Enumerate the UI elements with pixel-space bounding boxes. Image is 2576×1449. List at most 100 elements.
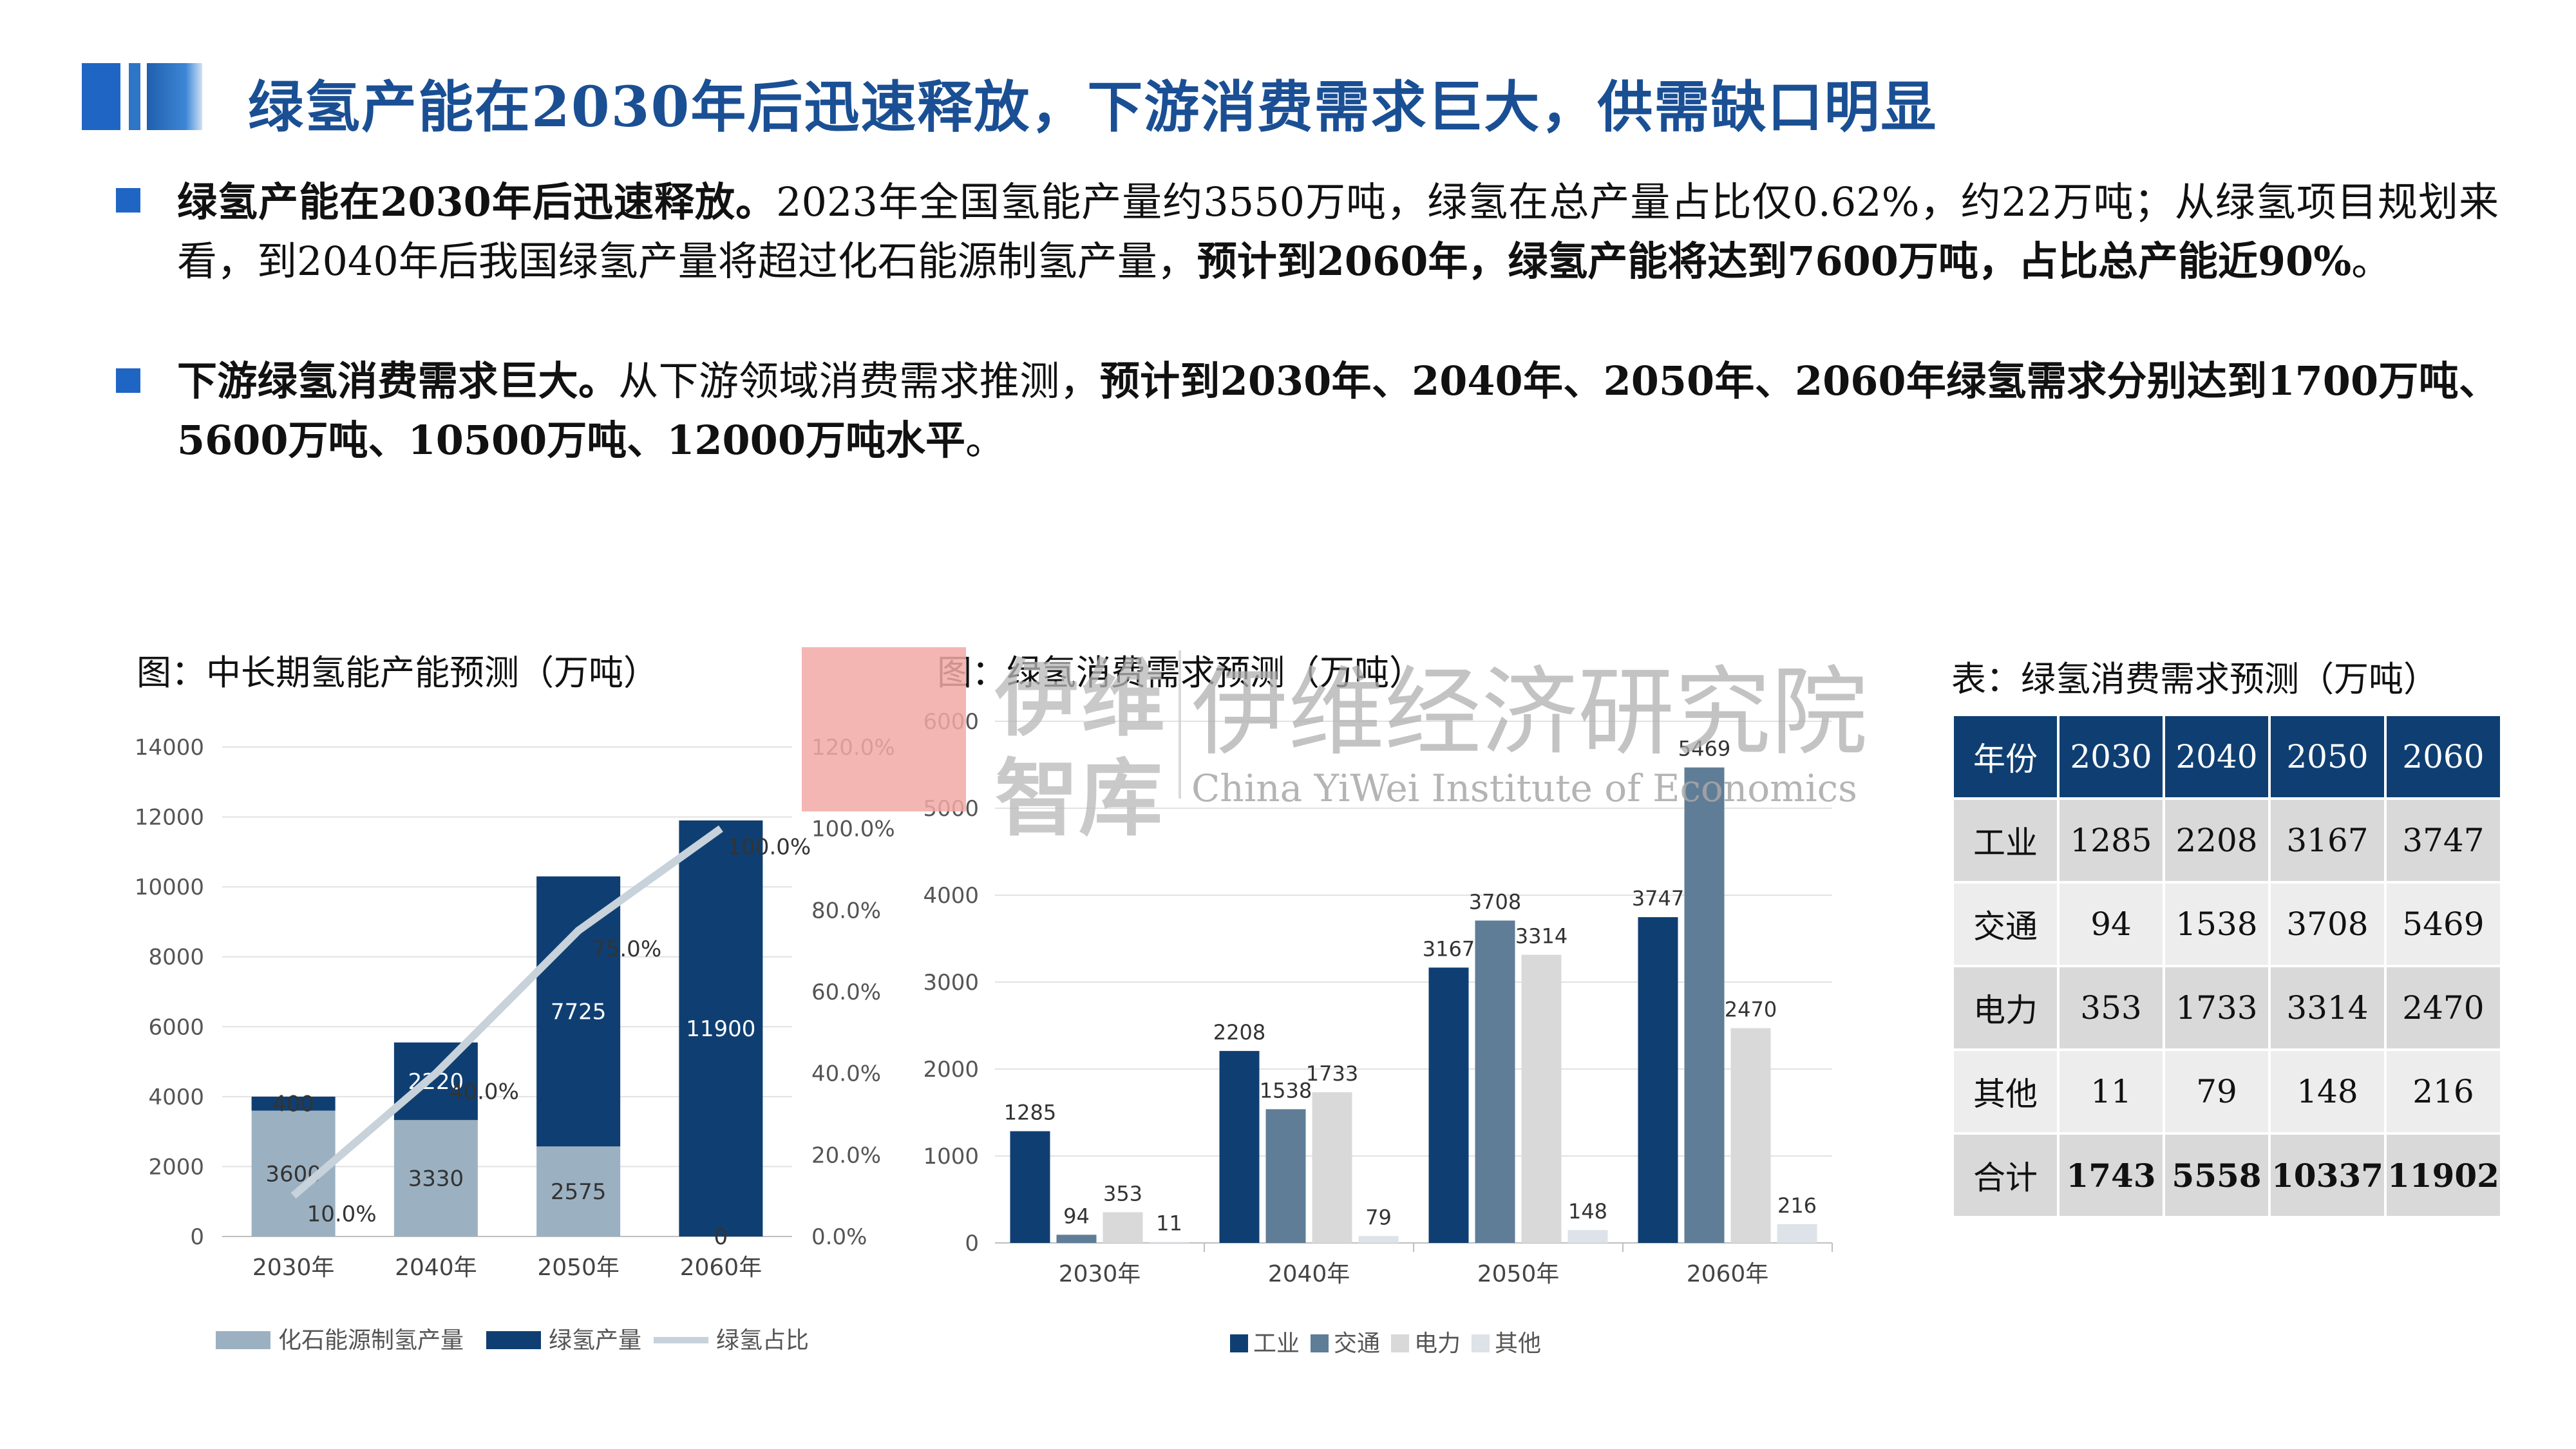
table-cell: 1538 xyxy=(2163,881,2271,967)
watermark-institute-en: China YiWei Institute of Economics xyxy=(1191,766,1857,810)
y-tick-label: 10000 xyxy=(135,875,204,900)
table-cell: 交通 xyxy=(1951,881,2060,967)
data-label: 5469 xyxy=(1678,737,1730,761)
y-tick-label: 0 xyxy=(965,1231,979,1256)
table-cell: 3314 xyxy=(2268,965,2387,1051)
table-cell: 216 xyxy=(2383,1048,2503,1135)
chart-1-title: 图：中长期氢能产能预测（万吨） xyxy=(137,652,658,693)
x-tick-label: 2040年 xyxy=(1268,1261,1350,1287)
x-tick-label: 2060年 xyxy=(680,1255,762,1281)
x-tick-label: 2030年 xyxy=(1059,1261,1141,1287)
bar-power xyxy=(1730,1028,1771,1243)
table-cell: 1743 xyxy=(2057,1132,2165,1218)
share-data-label: 10.0% xyxy=(307,1202,377,1227)
data-label: 94 xyxy=(1063,1204,1090,1228)
header-accent-block xyxy=(82,63,120,130)
legend-label: 工业 xyxy=(1253,1331,1300,1357)
bar-transport xyxy=(1475,920,1515,1243)
watermark-logo-text-bottom: 智库 xyxy=(995,750,1163,848)
demand-table: 年份 2030 2040 2050 2060 工业 1285 2208 3167… xyxy=(1951,714,2503,1218)
bar-fossil xyxy=(536,1146,621,1236)
data-label-fossil: 0 xyxy=(714,1224,728,1250)
legend-swatch xyxy=(1391,1334,1409,1352)
bullet-square-icon xyxy=(116,368,140,393)
table-cell: 3167 xyxy=(2268,797,2387,884)
bar-green xyxy=(679,820,763,1236)
data-label: 79 xyxy=(1365,1205,1392,1229)
data-label-green: 11900 xyxy=(686,1016,755,1042)
share-data-label: 75.0% xyxy=(592,936,661,962)
bar-transport xyxy=(1265,1109,1306,1243)
watermark-institute-cn: 伊维经济研究院 xyxy=(1191,657,1868,769)
table-row-total: 合计 1743 5558 10337 11902 xyxy=(1951,1132,2503,1218)
bullet-2-body: 从下游领域消费需求推测， xyxy=(618,357,1100,404)
table-cell: 1733 xyxy=(2163,965,2271,1051)
bar-transport xyxy=(1056,1235,1097,1243)
watermark-logo xyxy=(802,647,966,811)
legend-label: 电力 xyxy=(1414,1331,1461,1357)
bar-power xyxy=(1103,1212,1143,1243)
table-cell: 1285 xyxy=(2057,797,2165,884)
bar-power xyxy=(1521,954,1562,1243)
bar-green xyxy=(393,1042,478,1121)
data-label: 2208 xyxy=(1213,1020,1265,1045)
data-label: 3708 xyxy=(1469,889,1521,914)
data-label: 216 xyxy=(1777,1193,1817,1218)
data-label-fossil: 3330 xyxy=(408,1166,464,1192)
legend-swatch xyxy=(1472,1334,1490,1352)
table-cell: 5558 xyxy=(2163,1132,2271,1218)
y2-tick-label: 20.0% xyxy=(811,1142,881,1168)
y2-tick-label: 60.0% xyxy=(811,980,881,1005)
table-cell: 3708 xyxy=(2268,881,2387,967)
data-label: 11 xyxy=(1156,1211,1182,1236)
header-accent-stripe xyxy=(129,63,140,130)
y-tick-label: 1000 xyxy=(923,1144,979,1170)
bullet-square-icon xyxy=(116,188,140,213)
y-tick-label: 4000 xyxy=(148,1084,204,1110)
bar-transport xyxy=(1684,767,1725,1243)
bullet-2-lead: 下游绿氢消费需求巨大。 xyxy=(177,357,619,404)
y-tick-label: 8000 xyxy=(148,945,204,971)
table-cell: 79 xyxy=(2163,1048,2271,1135)
table-cell: 合计 xyxy=(1951,1132,2060,1218)
demand-forecast-chart: 0100020003000400050006000128594353112030… xyxy=(923,709,1833,1357)
table-cell: 10337 xyxy=(2268,1132,2387,1218)
table-cell: 2208 xyxy=(2163,797,2271,884)
table-header-cell: 年份 xyxy=(1951,714,2060,800)
bar-green xyxy=(536,876,621,1147)
data-label: 148 xyxy=(1568,1199,1607,1224)
data-label: 3167 xyxy=(1423,936,1475,961)
y-tick-label: 2000 xyxy=(923,1057,979,1083)
page-title: 绿氢产能在2030年后迅速释放，下游消费需求巨大，供需缺口明显 xyxy=(248,75,1938,140)
table-row: 其他 11 79 148 216 xyxy=(1951,1048,2503,1135)
x-tick-label: 2060年 xyxy=(1687,1261,1769,1287)
bullet-paragraph-1: 绿氢产能在2030年后迅速释放。2023年全国氢能产量约3550万吨，绿氢在总产… xyxy=(177,173,2499,291)
bullet-2-emph: 预计到2030年、2040年、2050年、2060年绿氢需求分别达到1700万吨… xyxy=(177,357,2499,464)
y-tick-label: 12000 xyxy=(135,805,204,831)
table-row: 工业 1285 2208 3167 3747 xyxy=(1951,797,2503,884)
table-cell: 148 xyxy=(2268,1048,2387,1135)
table-cell: 94 xyxy=(2057,881,2165,967)
bullet-1-emph: 预计到2060年，绿氢产能将达到7600万吨，占比总产能近90% xyxy=(1197,238,2352,285)
table-header-cell: 2060 xyxy=(2383,714,2503,800)
legend-label: 其他 xyxy=(1495,1331,1541,1357)
data-label-green: 400 xyxy=(272,1092,314,1117)
bullet-2-tail: 。 xyxy=(965,417,1005,464)
data-label: 1733 xyxy=(1306,1061,1358,1086)
bullet-paragraph-2: 下游绿氢消费需求巨大。从下游领域消费需求推测，预计到2030年、2040年、20… xyxy=(177,352,2499,470)
watermark-logo-text-top: 伊维 xyxy=(995,650,1168,748)
table-title: 表：绿氢消费需求预测（万吨） xyxy=(1951,659,2438,699)
y-tick-label: 6000 xyxy=(148,1014,204,1040)
capacity-forecast-chart: 020004000600080001000012000140000.0%20.0… xyxy=(135,735,895,1354)
bullet-1-body: 2023年全国氢能产量约3550万吨，绿氢在总产量占比仅0.62%，约22万吨；… xyxy=(177,178,2499,285)
table-header-row: 年份 2030 2040 2050 2060 xyxy=(1951,714,2503,800)
bullet-1-lead: 绿氢产能在2030年后迅速释放。 xyxy=(177,178,777,225)
bar-industry xyxy=(1010,1131,1050,1243)
table-cell: 5469 xyxy=(2383,881,2503,967)
table-header-cell: 2030 xyxy=(2057,714,2165,800)
share-data-label: 40.0% xyxy=(450,1079,519,1105)
x-tick-label: 2040年 xyxy=(395,1255,477,1281)
bar-other xyxy=(1777,1224,1817,1243)
table-cell: 2470 xyxy=(2383,965,2503,1051)
bar-other xyxy=(1149,1242,1189,1243)
